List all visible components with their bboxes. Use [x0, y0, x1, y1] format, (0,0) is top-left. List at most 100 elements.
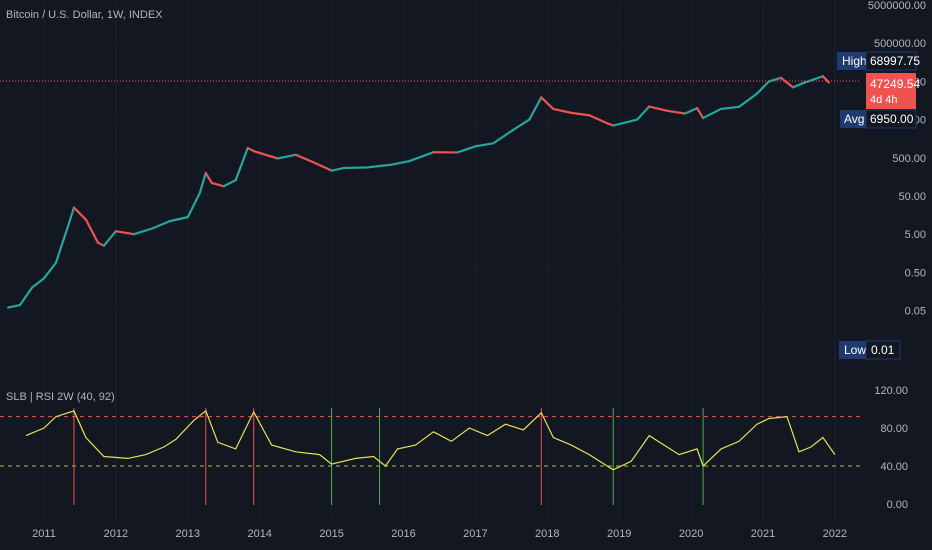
price-segment: [540, 96, 555, 111]
price-segment: [96, 241, 106, 247]
price-segment: [102, 230, 118, 247]
price-tick-label: 50.00: [898, 191, 926, 203]
avg-value: 6950.00: [870, 112, 914, 126]
rsi-tick-label: 80.00: [880, 423, 908, 435]
last-price-tag: 47249.54 4d 4h: [866, 73, 920, 109]
price-segment: [528, 96, 543, 121]
avg-label: Avg: [844, 112, 864, 126]
time-tick-label: 2011: [32, 528, 56, 540]
rsi-tick-label: 0.00: [887, 499, 908, 511]
price-axis[interactable]: 5000000.00500000.0050000.005000.00500.00…: [868, 0, 926, 318]
price-segment: [150, 220, 171, 230]
price-segment: [330, 166, 345, 172]
low-tag: Low 0.01: [839, 340, 901, 360]
price-tick-label: 0.05: [905, 306, 926, 318]
price-segment: [312, 161, 333, 172]
price-segment: [779, 76, 795, 89]
time-tick-label: 2019: [607, 528, 631, 540]
rsi-axis[interactable]: 120.00 80.00 40.00 0.00: [874, 385, 908, 511]
price-segment: [588, 114, 609, 125]
price-segment: [612, 118, 639, 127]
price-segment: [666, 109, 687, 115]
price-segment: [492, 129, 513, 145]
time-tick-label: 2017: [463, 528, 487, 540]
price-segment: [390, 159, 411, 166]
avg-tag: Avg 6950.00: [840, 109, 917, 129]
price-segment: [210, 181, 225, 188]
price-segment: [84, 218, 100, 244]
price-segment: [72, 206, 88, 221]
price-segment: [510, 118, 531, 133]
price-segment: [222, 179, 237, 188]
price-segment: [456, 145, 477, 154]
price-segment: [755, 80, 771, 95]
price-segment: [737, 92, 759, 108]
rsi-tick-label: 120.00: [874, 385, 908, 397]
vertical-grid: [43, 0, 836, 520]
price-segment: [695, 107, 705, 120]
price-segment: [6, 303, 22, 309]
price-tick-label: 0.50: [905, 267, 926, 279]
price-tick-label: 5000000.00: [868, 0, 926, 12]
price-segment: [791, 81, 807, 89]
high-tag: High 68997.75: [837, 51, 920, 71]
time-tick-label: 2012: [104, 528, 128, 540]
price-segment: [246, 146, 255, 153]
horizontal-grid: [0, 4, 860, 312]
price-segment: [636, 105, 651, 121]
time-tick-label: 2013: [176, 528, 200, 540]
price-segment: [408, 151, 435, 163]
time-tick-label: 2018: [535, 528, 559, 540]
time-tick-label: 2020: [679, 528, 703, 540]
price-segment: [54, 225, 70, 264]
price-segment: [42, 261, 58, 280]
low-label: Low: [844, 343, 866, 357]
price-segment: [552, 107, 573, 114]
price-segment: [204, 171, 213, 185]
price-tick-label: 500000.00: [874, 38, 926, 50]
indicator-title[interactable]: SLB | RSI 2W (40, 92): [6, 391, 115, 403]
price-segment: [648, 105, 669, 112]
price-segment: [294, 153, 315, 164]
price-segment: [701, 107, 723, 120]
price-segment: [66, 206, 76, 228]
price-segment: [234, 146, 249, 182]
price-segment: [264, 153, 279, 160]
price-segment: [821, 75, 831, 84]
price-segment: [767, 76, 783, 83]
time-tick-label: 2014: [247, 528, 271, 540]
price-segment: [198, 171, 207, 195]
price-segment: [342, 166, 369, 170]
price-segment: [252, 149, 267, 156]
price-tick-label: 500.00: [892, 153, 926, 165]
signal-lines: [73, 408, 704, 505]
bar-countdown: 4d 4h: [870, 94, 898, 106]
price-segment: [168, 216, 189, 223]
price-segment: [186, 191, 201, 219]
high-label: High: [842, 54, 867, 68]
price-segment: [132, 227, 153, 236]
time-tick-label: 2015: [319, 528, 343, 540]
price-segment: [276, 153, 297, 160]
rsi-tick-label: 40.00: [880, 461, 908, 473]
rsi-line: [25, 409, 836, 471]
time-tick-label: 2021: [751, 528, 775, 540]
price-segment: [474, 142, 495, 148]
last-price-value: 47249.54: [870, 77, 920, 91]
price-segment: [684, 107, 699, 115]
rsi-series: [25, 409, 836, 471]
price-tick-label: 5.00: [905, 229, 926, 241]
time-axis[interactable]: 2011 2012 2013 2014 2015 2016 2017 2018 2019 2020…: [32, 528, 847, 540]
symbol-title[interactable]: Bitcoin / U.S. Dollar, 1W, INDEX: [6, 9, 163, 21]
price-segment: [114, 230, 135, 236]
time-tick-label: 2022: [823, 528, 847, 540]
price-segment: [570, 111, 591, 117]
time-tick-label: 2016: [391, 528, 415, 540]
price-segment: [366, 163, 393, 169]
price-segment: [18, 286, 34, 307]
low-value: 0.01: [871, 343, 895, 357]
price-segment: [30, 277, 46, 289]
high-value: 68997.75: [870, 54, 920, 68]
